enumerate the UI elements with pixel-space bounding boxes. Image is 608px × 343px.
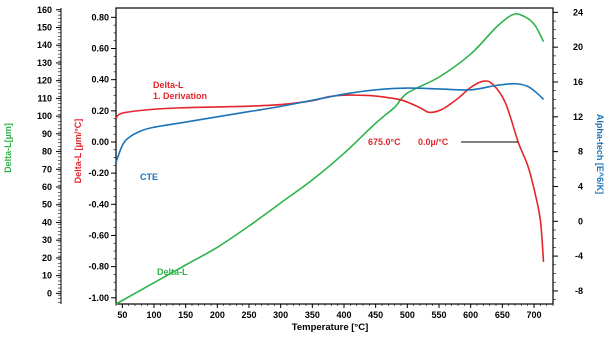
outer-left-tick-label: 90 — [42, 129, 52, 139]
right-axis-title: Alpha-tech [E^6/K] — [595, 114, 605, 194]
series-label-line: Delta-L — [153, 80, 184, 90]
right-tick-label: 8 — [578, 147, 583, 157]
x-tick-label: 250 — [241, 310, 256, 320]
outer-left-tick-label: 150 — [37, 22, 52, 32]
inner-left-tick-label: -0.60 — [88, 230, 109, 240]
series-cte-line — [115, 82, 545, 163]
series-derivation-line — [115, 80, 545, 263]
outer-left-tick-label: 10 — [42, 271, 52, 281]
x-tick-label: 50 — [117, 310, 127, 320]
x-tick-label: 650 — [495, 310, 510, 320]
inner-left-axis-title: Delta-L [µm/°C] — [73, 119, 83, 184]
x-tick-label: 300 — [273, 310, 288, 320]
inner-left-tick-label: 0.00 — [91, 137, 109, 147]
outer-left-tick-label: 130 — [37, 58, 52, 68]
inner-left-tick-label: -1.00 — [88, 293, 109, 303]
outer-left-tick-label: 30 — [42, 235, 52, 245]
inner-left-tick-label: 0.40 — [91, 75, 109, 85]
x-tick-label: 350 — [305, 310, 320, 320]
inner-left-tick-label: -0.40 — [88, 199, 109, 209]
outer-left-tick-label: 50 — [42, 200, 52, 210]
outer-left-tick-label: 40 — [42, 217, 52, 227]
x-tick-label: 450 — [368, 310, 383, 320]
x-tick-label: 600 — [463, 310, 478, 320]
inner-left-tick-label: 0.20 — [91, 106, 109, 116]
right-tick-label: 16 — [573, 77, 583, 87]
outer-left-tick-label: 140 — [37, 40, 52, 50]
inner-left-tick-label: -0.20 — [88, 168, 109, 178]
x-axis-title: Temperature [°C] — [292, 322, 368, 333]
x-tick-label: 500 — [400, 310, 415, 320]
right-tick-label: -4 — [575, 251, 583, 261]
series-label-line: 1. Derivation — [153, 91, 207, 101]
outer-left-tick-label: 70 — [42, 164, 52, 174]
outer-left-axis-title: Delta-L[µm] — [3, 123, 13, 173]
outer-left-tick-label: 160 — [37, 5, 52, 15]
outer-left-tick-label: 80 — [42, 147, 52, 157]
right-tick-label: 4 — [578, 181, 583, 191]
annotation-temperature: 675.0°C — [368, 137, 401, 147]
series-delta-l-line — [115, 12, 545, 305]
outer-left-tick-label: 0 — [47, 288, 52, 298]
series-label: CTE — [140, 172, 158, 182]
right-tick-label: 20 — [573, 42, 583, 52]
x-tick-label: 200 — [210, 310, 225, 320]
series-label-line: CTE — [140, 172, 158, 182]
x-tick-label: 550 — [431, 310, 446, 320]
outer-left-tick-label: 110 — [37, 93, 52, 103]
right-tick-label: -8 — [575, 286, 583, 296]
outer-left-tick-label: 100 — [37, 111, 52, 121]
outer-left-tick-label: 60 — [42, 182, 52, 192]
series-label: Delta-L — [157, 267, 188, 277]
series-label-line: Delta-L — [157, 267, 188, 277]
series-label: Delta-L 1. Derivation — [153, 80, 207, 101]
x-tick-label: 150 — [178, 310, 193, 320]
x-tick-label: 400 — [336, 310, 351, 320]
x-tick-label: 100 — [146, 310, 161, 320]
plot-area — [115, 7, 554, 305]
right-tick-label: 24 — [573, 7, 583, 17]
right-tick-label: 0 — [578, 216, 583, 226]
annotation-value: 0.0µ/°C — [418, 137, 449, 147]
inner-left-tick-label: 0.80 — [91, 12, 109, 22]
inner-left-tick-label: -0.80 — [88, 262, 109, 272]
x-tick-label: 700 — [526, 310, 541, 320]
right-tick-label: 12 — [573, 112, 583, 122]
inner-left-tick-label: 0.60 — [91, 44, 109, 54]
outer-left-tick-label: 20 — [42, 253, 52, 263]
outer-left-tick-label: 120 — [37, 76, 52, 86]
